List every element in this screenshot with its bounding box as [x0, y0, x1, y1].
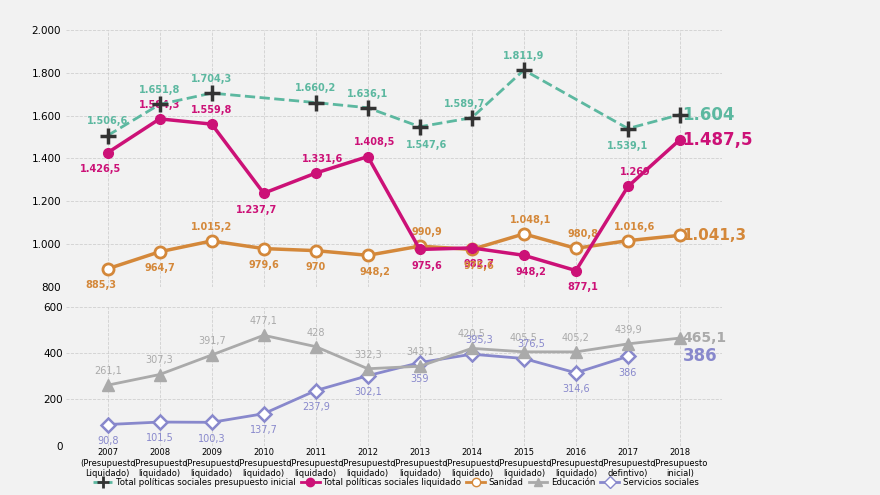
Text: 386: 386	[619, 368, 637, 378]
Text: 376,5: 376,5	[517, 340, 545, 349]
Text: 990,9: 990,9	[411, 227, 442, 237]
Text: 979,6: 979,6	[248, 260, 279, 270]
Text: 307,3: 307,3	[146, 355, 173, 365]
Text: 302,1: 302,1	[354, 387, 382, 397]
Text: 420,5: 420,5	[458, 329, 486, 339]
Text: 1.539,1: 1.539,1	[607, 142, 649, 151]
Text: 982,7: 982,7	[464, 259, 495, 269]
Text: 1.041,3: 1.041,3	[683, 228, 747, 243]
Text: 948,2: 948,2	[359, 267, 390, 277]
Text: 1.506,6: 1.506,6	[87, 116, 128, 126]
Text: 1.487,5: 1.487,5	[683, 131, 753, 148]
Text: 964,7: 964,7	[144, 263, 175, 273]
Text: 1.704,3: 1.704,3	[191, 74, 232, 84]
Text: 314,6: 314,6	[562, 384, 590, 395]
Text: 1.015,2: 1.015,2	[191, 222, 232, 232]
Text: 1.048,1: 1.048,1	[510, 215, 552, 225]
Text: 1.408,5: 1.408,5	[354, 138, 395, 148]
Text: 975,6: 975,6	[464, 261, 495, 271]
Text: 1.237,7: 1.237,7	[236, 204, 277, 215]
Text: 1.651,8: 1.651,8	[139, 85, 180, 95]
Text: 359: 359	[411, 374, 429, 384]
Text: 101,5: 101,5	[146, 434, 173, 444]
Text: 428: 428	[306, 328, 325, 338]
Text: 100,3: 100,3	[198, 434, 225, 444]
Text: 90,8: 90,8	[97, 436, 119, 446]
Text: 1.660,2: 1.660,2	[295, 84, 336, 94]
Text: 405,2: 405,2	[562, 333, 590, 343]
Text: 970: 970	[305, 262, 326, 272]
Text: 948,2: 948,2	[516, 267, 546, 277]
Text: 1.331,6: 1.331,6	[302, 154, 343, 164]
Legend: Total políticas sociales presupuesto inicial, Total políticas sociales liquidado: Total políticas sociales presupuesto ini…	[90, 475, 702, 491]
Text: 1.589,7: 1.589,7	[444, 99, 486, 108]
Text: 1.426,5: 1.426,5	[80, 164, 121, 174]
Text: 1.269: 1.269	[620, 167, 650, 177]
Text: 332,3: 332,3	[354, 349, 382, 360]
Text: 395,3: 395,3	[465, 335, 493, 345]
Text: 465,1: 465,1	[683, 331, 727, 345]
Text: 237,9: 237,9	[302, 402, 330, 412]
Text: 1.811,9: 1.811,9	[503, 51, 545, 61]
Text: 1.604: 1.604	[683, 105, 735, 124]
Text: 343,1: 343,1	[406, 347, 434, 357]
Text: 975,6: 975,6	[411, 261, 442, 271]
Text: 261,1: 261,1	[94, 366, 121, 376]
Text: 1.559,8: 1.559,8	[191, 105, 232, 115]
Text: 477,1: 477,1	[250, 316, 278, 326]
Text: 1.547,6: 1.547,6	[407, 140, 447, 149]
Text: 137,7: 137,7	[250, 425, 278, 435]
Text: 1.636,1: 1.636,1	[347, 89, 388, 99]
Text: 877,1: 877,1	[568, 282, 598, 292]
Text: 885,3: 885,3	[85, 280, 116, 290]
Text: 1.016,6: 1.016,6	[614, 222, 656, 232]
Text: 980,8: 980,8	[568, 229, 598, 239]
Text: 439,9: 439,9	[614, 325, 642, 335]
Text: 405,5: 405,5	[510, 333, 538, 343]
Text: 1.584,3: 1.584,3	[139, 100, 180, 110]
Text: 391,7: 391,7	[198, 336, 225, 346]
Text: 386: 386	[683, 347, 717, 365]
